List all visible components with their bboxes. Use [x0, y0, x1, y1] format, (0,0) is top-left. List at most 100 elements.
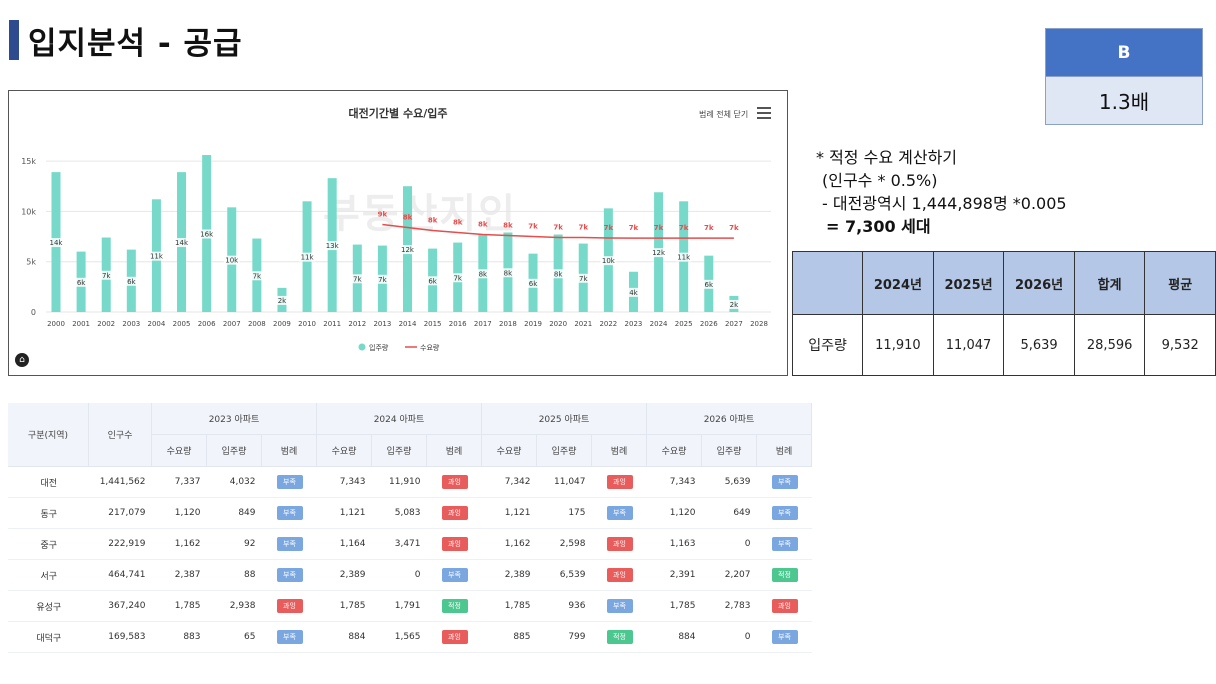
- legend-label-demand: 수요량: [420, 344, 440, 352]
- header-legend: 범례: [426, 434, 482, 467]
- x-tick-label: 2010: [298, 320, 316, 328]
- x-tick-label: 2008: [248, 320, 266, 328]
- status-badge: 부족: [771, 475, 798, 489]
- header-supply: 입주량: [206, 434, 262, 467]
- bar-label-bg: [700, 279, 717, 289]
- header-supply: 입주량: [371, 434, 427, 467]
- x-tick-label: 2028: [750, 320, 768, 328]
- bar-label-bg: [73, 277, 90, 287]
- x-tick-label: 2005: [173, 320, 191, 328]
- bar-label: 7k: [253, 272, 262, 280]
- region-name: 중구: [8, 528, 89, 560]
- x-tick-label: 2014: [399, 320, 417, 328]
- summary-cell: 5,639: [1003, 314, 1075, 376]
- demand-value: 1,162: [481, 528, 537, 560]
- legend-label-supply: 입주량: [369, 344, 389, 352]
- supply-value: 799: [536, 621, 592, 653]
- demand-value: 1,120: [646, 497, 702, 529]
- supply-value: 3,471: [371, 528, 427, 560]
- summary-header: 2024년: [862, 251, 934, 315]
- header-population: 인구수: [88, 403, 152, 467]
- x-tick-label: 2015: [424, 320, 442, 328]
- demand-value: 1,785: [316, 590, 372, 622]
- status-badge: 과잉: [441, 537, 468, 551]
- x-tick-label: 2016: [449, 320, 467, 328]
- line-label: 8k: [453, 219, 463, 227]
- bar-label-bg: [725, 299, 742, 309]
- demand-value: 1,121: [316, 497, 372, 529]
- summary-cell: 11,047: [932, 314, 1005, 376]
- x-tick-label: 2007: [223, 320, 241, 328]
- status-badge: 과잉: [441, 630, 468, 644]
- bar-label-bg: [248, 271, 265, 281]
- header-supply: 입주량: [536, 434, 592, 467]
- bar-label-bg: [98, 270, 115, 280]
- bar-label-bg: [625, 287, 642, 297]
- demand-value: 2,387: [151, 559, 207, 591]
- line-label: 7k: [528, 223, 538, 231]
- table-group-header-row: 구분(지역) 인구수 2023 아파트 2024 아파트 2025 아파트 2026 아파…: [8, 403, 812, 467]
- header-demand: 수요량: [481, 434, 537, 467]
- table-row: 중구 222,919 1,162 92 부족 1,164 3,471 과잉 1,162 2,598…: [8, 528, 812, 560]
- bar-label: 8k: [479, 270, 488, 278]
- supply-value: 0: [701, 621, 757, 653]
- x-tick-label: 2025: [675, 320, 693, 328]
- x-tick-label: 2000: [47, 320, 65, 328]
- demand-value: 7,342: [481, 466, 537, 498]
- bar-label-bg: [399, 245, 416, 255]
- supply-value: 849: [206, 497, 262, 529]
- bar-label-bg: [299, 252, 316, 262]
- home-icon[interactable]: ⌂: [15, 353, 29, 367]
- demand-value: 1,120: [151, 497, 207, 529]
- bar-label-bg: [223, 255, 240, 265]
- bar-label-bg: [48, 238, 64, 248]
- bar-label: 8k: [504, 269, 513, 277]
- legend-toggle-button[interactable]: 범례 전체 닫기: [699, 110, 749, 119]
- demand-value: 884: [316, 621, 372, 653]
- supply-value: 0: [701, 528, 757, 560]
- table-row: 대전 1,441,562 7,337 4,032 부족 7,343 11,910 과잉 7,34…: [8, 466, 812, 498]
- line-label: 7k: [553, 224, 563, 232]
- bar-label: 4k: [629, 289, 638, 297]
- population: 222,919: [88, 528, 152, 560]
- x-tick-label: 2001: [72, 320, 90, 328]
- demand-value: 2,389: [316, 559, 372, 591]
- bar-label: 7k: [579, 275, 588, 283]
- bar-label-bg: [173, 238, 190, 248]
- bar-label: 6k: [705, 281, 714, 289]
- summary-header: [791, 251, 864, 315]
- demand-value: 1,785: [481, 590, 537, 622]
- x-tick-label: 2013: [373, 320, 391, 328]
- hamburger-menu-icon[interactable]: [757, 107, 771, 119]
- y-tick-label: 15k: [21, 157, 36, 166]
- supply-value: 1,791: [371, 590, 427, 622]
- region-name: 서구: [8, 559, 89, 591]
- summary-header: 평균: [1144, 251, 1216, 315]
- bar-label: 7k: [102, 272, 111, 280]
- supply-value: 5,083: [371, 497, 427, 529]
- x-tick-label: 2020: [549, 320, 567, 328]
- region-name: 대전: [8, 466, 89, 498]
- line-label: 7k: [729, 224, 739, 232]
- supply-value: 2,938: [206, 590, 262, 622]
- region-name: 대덕구: [8, 621, 89, 653]
- line-label: 8k: [503, 222, 513, 230]
- population: 464,741: [88, 559, 152, 591]
- supply-value: 2,783: [701, 590, 757, 622]
- status-badge: 부족: [771, 506, 798, 520]
- supply-value: 11,910: [371, 466, 427, 498]
- status-badge: 부족: [276, 537, 303, 551]
- header-demand: 수요량: [316, 434, 372, 467]
- chart-title: 대전기간별 수요/입주: [348, 107, 448, 120]
- header-demand: 수요량: [151, 434, 207, 467]
- line-label: 7k: [704, 224, 714, 232]
- note-line-3: - 대전광역시 1,444,898명 *0.005: [822, 194, 1067, 213]
- grade-value: 1.3배: [1046, 76, 1202, 124]
- bar-label-bg: [525, 278, 542, 288]
- x-tick-label: 2027: [725, 320, 743, 328]
- page-title: 입지분석 - 공급: [28, 26, 243, 62]
- x-tick-label: 2018: [499, 320, 517, 328]
- bar-label-bg: [449, 273, 466, 283]
- bar-label-bg: [273, 295, 290, 305]
- summary-row: 입주량 11,910 11,047 5,639 28,596 9,532: [791, 314, 1216, 376]
